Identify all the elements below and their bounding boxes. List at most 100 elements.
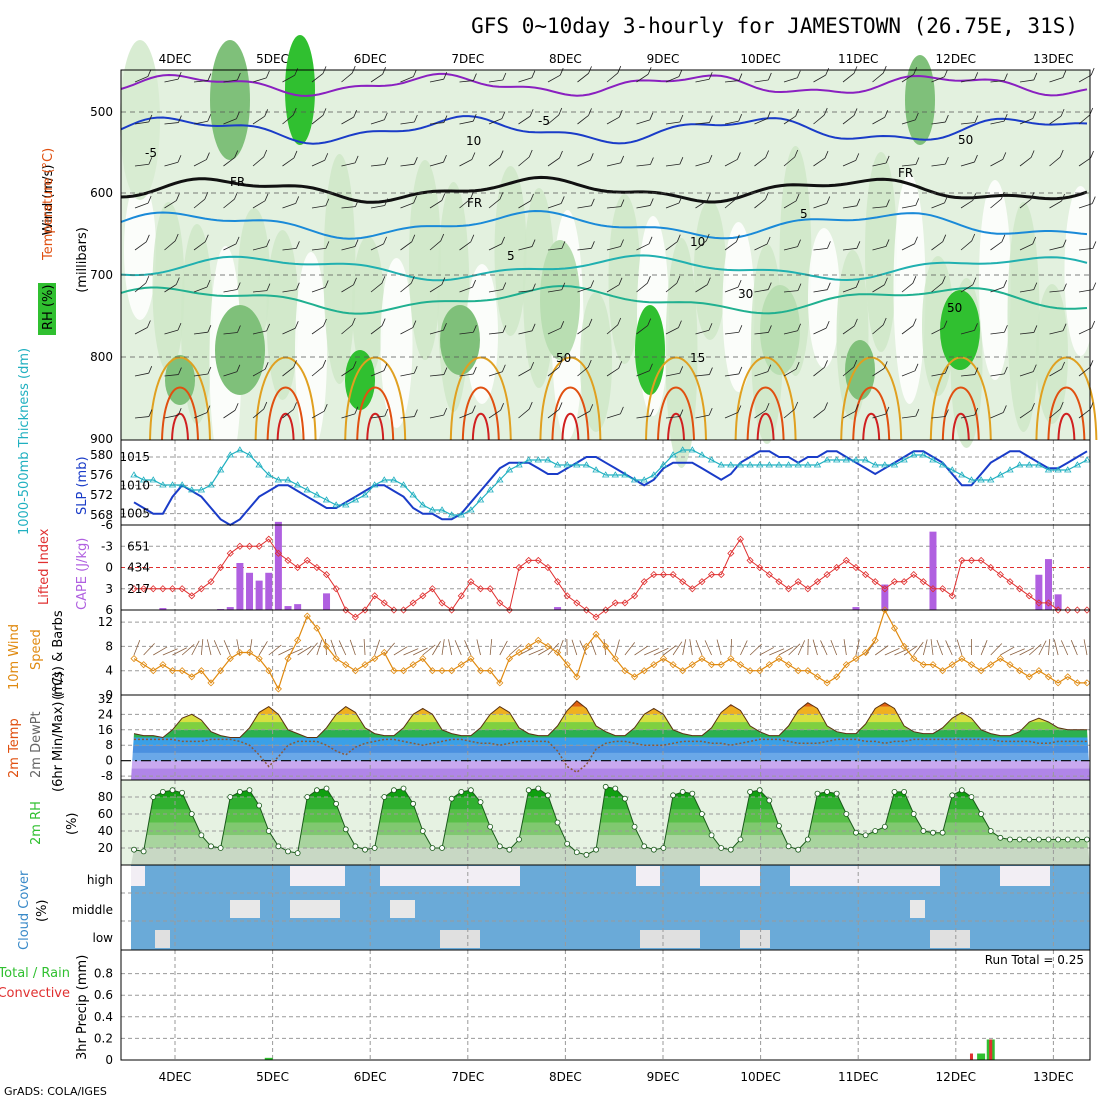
wind-barb <box>990 198 1002 209</box>
wind-barb-feather <box>472 366 477 375</box>
rh-point <box>429 845 436 851</box>
thickness-point <box>1006 466 1014 473</box>
wind-barb-feather <box>443 115 448 123</box>
credit-text: GrADS: COLA/IGES <box>4 1085 107 1098</box>
temp-label-b: 2m DewPt <box>29 711 44 778</box>
wind10-barb <box>884 647 900 656</box>
temp-band <box>131 752 1090 761</box>
cloud-high-block <box>290 866 345 886</box>
wind-barb-feather <box>530 361 535 370</box>
wind-speed-point <box>361 661 369 669</box>
wind-barb-feather <box>206 152 210 160</box>
rh-point <box>169 787 176 794</box>
rh-point <box>1064 836 1071 843</box>
wind-barb-feather <box>974 367 979 375</box>
wind-speed-point <box>890 624 899 632</box>
wind10-barb <box>476 639 481 656</box>
li-point <box>708 571 716 579</box>
rh-point <box>747 789 753 795</box>
wind-barb <box>193 412 208 419</box>
wind-barb <box>547 74 561 83</box>
wind-barb <box>606 367 619 377</box>
li-point <box>168 585 177 593</box>
wind-barb <box>813 367 825 377</box>
wind-barb <box>134 121 149 125</box>
li-point <box>631 592 639 600</box>
wind-barb <box>842 73 855 83</box>
wind-barb-feather <box>738 113 743 122</box>
wind-speed-point <box>852 655 860 663</box>
wind-barb <box>400 327 414 335</box>
temp-loop-hot <box>356 386 395 441</box>
thickness-point <box>688 446 697 453</box>
wind-barb-feather <box>679 114 684 123</box>
contour-label: 30 <box>738 287 753 301</box>
wind-barb <box>783 408 795 419</box>
wind-speed-point <box>419 655 427 663</box>
precip-bar-total <box>264 1057 273 1060</box>
wind-barb <box>164 414 179 419</box>
wind10-barb <box>162 648 178 656</box>
temp-loop-warm <box>1035 356 1098 441</box>
wind-barb-feather <box>912 318 917 326</box>
wind-barb <box>783 368 797 377</box>
wind-barb <box>252 368 266 377</box>
wind10-barb <box>1048 639 1051 656</box>
wind-speed-point <box>611 655 619 663</box>
rh-point <box>650 846 657 853</box>
rh-point <box>737 836 744 843</box>
wind-barb <box>842 115 855 125</box>
rh-point <box>246 787 253 794</box>
wind-barb-feather <box>204 191 209 200</box>
cloud-low-block <box>930 930 970 948</box>
temp-loop-core <box>862 412 881 441</box>
rh-shade-column <box>409 160 441 360</box>
wind-barb <box>311 159 325 167</box>
wind-barb-feather <box>296 241 300 249</box>
wind-barb-feather <box>441 277 446 285</box>
wind-barb-feather <box>1062 239 1067 247</box>
wind-barb <box>842 159 856 167</box>
y-tick-label: 500 <box>90 105 113 119</box>
wind-barb-feather <box>587 359 592 368</box>
wind-barb-feather <box>1060 108 1065 117</box>
wind-barb <box>724 198 737 209</box>
wind-barb <box>282 74 295 83</box>
wind-barb-feather <box>766 236 771 245</box>
temp-label-a: 2m Temp <box>7 718 22 778</box>
wind-barb-feather <box>796 70 801 78</box>
temp-loop-core <box>276 412 295 441</box>
wind-barb <box>488 118 503 125</box>
wind10-barb <box>206 639 212 656</box>
thickness-point <box>727 461 735 468</box>
wind-barb <box>931 163 946 167</box>
thickness-point <box>611 471 620 478</box>
wind-barb <box>459 373 474 377</box>
bottom-day-label: 12DEC <box>936 1070 976 1084</box>
top-day-label: 4DEC <box>159 52 192 66</box>
thickness-point <box>236 446 244 453</box>
wind10-barb <box>980 640 988 656</box>
wind-barb <box>665 241 678 251</box>
rh-label-b: (%) <box>65 813 80 836</box>
wind-barb-feather <box>1061 193 1065 202</box>
wind-speed-point <box>544 642 552 650</box>
temp-loop-warm <box>929 356 992 441</box>
wind-barb-feather <box>914 236 918 244</box>
wind-barb-feather <box>797 283 802 291</box>
rh-point <box>881 823 888 830</box>
wind-barb-feather <box>649 363 653 371</box>
wind-speed-point <box>987 661 995 669</box>
rh-point <box>150 794 157 800</box>
wind10-barb <box>454 640 462 656</box>
thickness-point <box>1054 466 1062 473</box>
wind-barb-feather <box>1001 234 1006 243</box>
rh-point <box>256 802 263 809</box>
wind-barb <box>370 205 385 209</box>
thickness-point <box>823 456 831 463</box>
wind-barb-feather <box>915 157 920 165</box>
li-point <box>785 585 793 593</box>
li-point <box>197 585 205 593</box>
wind-barb-feather <box>472 114 477 122</box>
rh-point <box>236 789 243 795</box>
